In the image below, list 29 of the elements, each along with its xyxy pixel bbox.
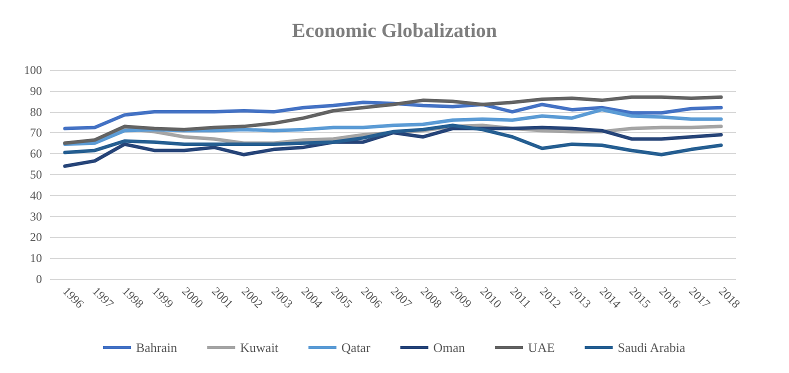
line-series — [63, 100, 723, 130]
y-tick-label: 90 — [30, 84, 42, 98]
x-tick-label: 2017 — [686, 284, 714, 311]
y-tick-label: 70 — [30, 126, 42, 140]
legend-label: Bahrain — [136, 340, 178, 355]
x-tick-label: 1998 — [120, 284, 146, 311]
x-tick-label: 1996 — [60, 284, 87, 311]
legend-label: Kuwait — [240, 340, 279, 355]
y-tick-label: 40 — [30, 188, 42, 202]
y-tick-label: 20 — [30, 230, 42, 244]
line-series — [63, 124, 723, 156]
chart-title: Economic Globalization — [292, 20, 497, 42]
legend-label: Oman — [433, 340, 466, 355]
y-tick-label: 100 — [24, 63, 42, 77]
y-tick-label: 50 — [30, 168, 42, 182]
x-tick-label: 1997 — [90, 284, 117, 311]
legend-label: UAE — [528, 340, 555, 355]
y-tick-label: 30 — [30, 209, 42, 224]
legend-label: Qatar — [341, 340, 371, 355]
y-tick-label: 0 — [36, 272, 42, 286]
line-series — [63, 126, 723, 168]
line-series — [63, 108, 723, 146]
y-tick-label: 60 — [30, 146, 42, 161]
y-tick-label: 10 — [30, 251, 42, 266]
x-tick-label: 2007 — [388, 284, 415, 311]
line-series — [63, 95, 723, 145]
x-tick-label: 1999 — [149, 284, 176, 311]
legend-label: Saudi Arabia — [618, 340, 686, 355]
y-tick-label: 80 — [30, 104, 42, 119]
